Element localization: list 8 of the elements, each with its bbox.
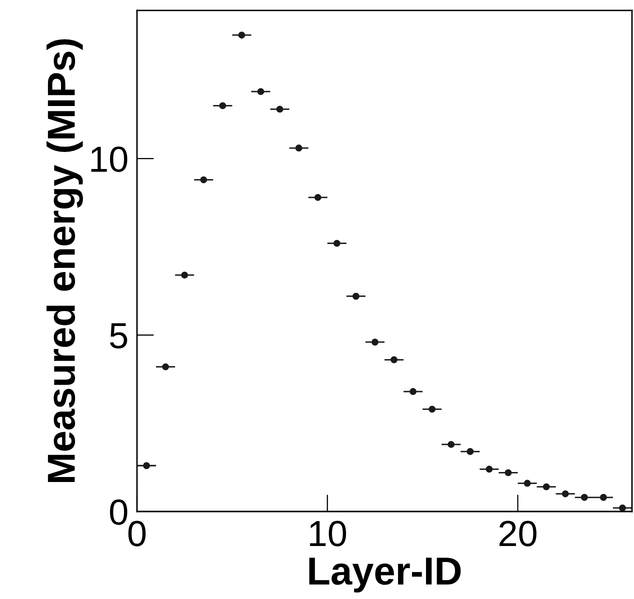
- y-axis-title: Measured energy (MIPs): [46, 39, 83, 482]
- x-tick-label: 0: [128, 520, 146, 546]
- x-tick-label: 20: [500, 520, 536, 546]
- y-tick-label: 0: [110, 499, 128, 525]
- y-tick-label: 10: [91, 146, 128, 172]
- y-tick-label: 5: [110, 323, 128, 348]
- x-axis-title: Layer-ID: [309, 558, 461, 593]
- x-tick-label: 10: [310, 520, 346, 546]
